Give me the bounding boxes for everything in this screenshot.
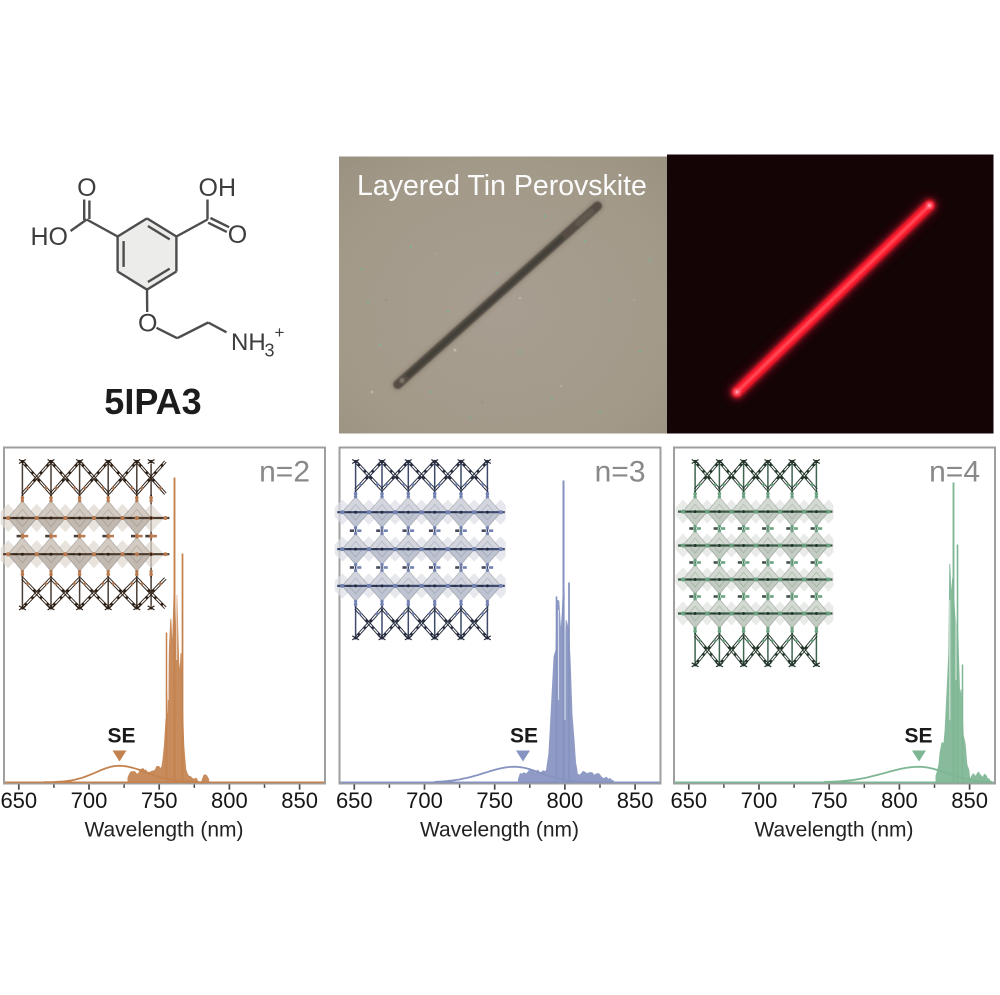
svg-text:SE: SE: [107, 725, 135, 748]
svg-text:650: 650: [0, 788, 37, 813]
svg-text:NH: NH: [231, 329, 266, 356]
svg-text:850: 850: [617, 788, 654, 813]
svg-text:700: 700: [741, 788, 778, 813]
svg-text:HO: HO: [31, 223, 69, 251]
svg-text:800: 800: [547, 788, 584, 813]
svg-text:+: +: [275, 323, 285, 342]
svg-text:Wavelength (nm): Wavelength (nm): [754, 819, 913, 842]
svg-text:SE: SE: [904, 725, 932, 748]
svg-text:750: 750: [476, 788, 513, 813]
svg-text:Layered Tin Perovskite: Layered Tin Perovskite: [357, 170, 647, 202]
svg-text:n=2: n=2: [259, 456, 310, 489]
svg-text:Wavelength (nm): Wavelength (nm): [420, 819, 579, 842]
svg-text:OH: OH: [199, 174, 237, 202]
svg-text:850: 850: [951, 788, 988, 813]
svg-text:3: 3: [265, 341, 275, 361]
svg-text:O: O: [138, 309, 157, 337]
svg-text:800: 800: [881, 788, 918, 813]
svg-text:750: 750: [141, 788, 178, 813]
svg-text:850: 850: [281, 788, 318, 813]
svg-text:SE: SE: [510, 725, 538, 748]
svg-text:700: 700: [406, 788, 443, 813]
svg-text:O: O: [77, 174, 96, 202]
svg-text:5IPA3: 5IPA3: [104, 381, 201, 422]
svg-text:800: 800: [211, 788, 248, 813]
svg-text:n=3: n=3: [595, 456, 646, 489]
svg-text:700: 700: [71, 788, 108, 813]
svg-text:650: 650: [336, 788, 373, 813]
svg-text:n=4: n=4: [929, 456, 980, 489]
svg-text:650: 650: [670, 788, 707, 813]
svg-text:Wavelength (nm): Wavelength (nm): [84, 819, 243, 842]
svg-text:O: O: [228, 221, 247, 249]
svg-text:750: 750: [811, 788, 848, 813]
